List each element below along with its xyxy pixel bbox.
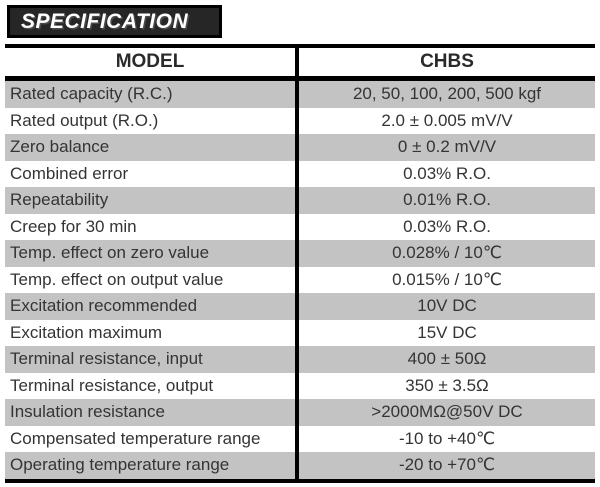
spec-label: Operating temperature range bbox=[10, 455, 230, 475]
spec-label: Compensated temperature range bbox=[10, 428, 261, 448]
page-title: SPECIFICATION bbox=[21, 9, 189, 33]
spec-label: Zero balance bbox=[10, 137, 110, 157]
specification-banner: SPECIFICATION bbox=[7, 5, 222, 38]
table-row-terminal-resistance-input: Terminal resistance, input 400 ± 50Ω bbox=[5, 346, 595, 373]
table-row-repeatability: Repeatability 0.01% R.O. bbox=[5, 187, 595, 214]
spec-value: >2000MΩ@50V DC bbox=[295, 399, 595, 426]
table-row-temp-effect-zero: Temp. effect on zero value 0.028% / 10℃ bbox=[5, 240, 595, 267]
spec-label: Creep for 30 min bbox=[10, 216, 137, 236]
table-row-terminal-resistance-output: Terminal resistance, output 350 ± 3.5Ω bbox=[5, 372, 595, 399]
spec-value: 20, 50, 100, 200, 500 kgf bbox=[295, 81, 595, 108]
spec-value: 400 ± 50Ω bbox=[295, 346, 595, 373]
table-row-insulation-resistance: Insulation resistance >2000MΩ@50V DC bbox=[5, 399, 595, 426]
spec-label: Rated capacity (R.C.) bbox=[10, 84, 173, 104]
spec-label: Terminal resistance, input bbox=[10, 349, 203, 369]
table-row-combined-error: Combined error 0.03% R.O. bbox=[5, 160, 595, 187]
table-row-excitation-recommended: Excitation recommended 10V DC bbox=[5, 293, 595, 320]
spec-value: 10V DC bbox=[295, 293, 595, 320]
table-row-zero-balance: Zero balance 0 ± 0.2 mV/V bbox=[5, 134, 595, 161]
chbs-column-header: CHBS bbox=[295, 48, 595, 76]
spec-label: Excitation maximum bbox=[10, 322, 163, 342]
table-body: Rated capacity (R.C.) 20, 50, 100, 200, … bbox=[5, 81, 595, 479]
spec-label: Combined error bbox=[10, 163, 129, 183]
table-row-creep: Creep for 30 min 0.03% R.O. bbox=[5, 213, 595, 240]
specification-table: MODEL CHBS Rated capacity (R.C.) 20, 50,… bbox=[5, 44, 595, 483]
spec-label: Insulation resistance bbox=[10, 402, 165, 422]
spec-value: 15V DC bbox=[295, 319, 595, 346]
spec-value: 350 ± 3.5Ω bbox=[295, 372, 595, 399]
table-row-rated-capacity: Rated capacity (R.C.) 20, 50, 100, 200, … bbox=[5, 81, 595, 108]
spec-value: -20 to +70℃ bbox=[295, 452, 595, 479]
table-row-excitation-maximum: Excitation maximum 15V DC bbox=[5, 319, 595, 346]
spec-label: Temp. effect on output value bbox=[10, 269, 224, 289]
table-header: MODEL CHBS bbox=[5, 48, 595, 81]
spec-label: Excitation recommended bbox=[10, 296, 198, 316]
spec-value: 0.03% R.O. bbox=[295, 160, 595, 187]
spec-value: 0.03% R.O. bbox=[295, 213, 595, 240]
spec-value: 0.015% / 10℃ bbox=[295, 266, 595, 293]
model-column-header: MODEL bbox=[115, 51, 185, 72]
spec-label: Repeatability bbox=[10, 190, 109, 210]
table-row-operating-temp-range: Operating temperature range -20 to +70℃ bbox=[5, 452, 595, 479]
header-row: MODEL CHBS bbox=[5, 48, 595, 76]
table-row-compensated-temp-range: Compensated temperature range -10 to +40… bbox=[5, 425, 595, 452]
spec-label: Rated output (R.O.) bbox=[10, 110, 159, 130]
spec-value: 0 ± 0.2 mV/V bbox=[295, 134, 595, 161]
spec-label: Terminal resistance, output bbox=[10, 375, 214, 395]
spec-value: 2.0 ± 0.005 mV/V bbox=[295, 107, 595, 134]
spec-value: 0.028% / 10℃ bbox=[295, 240, 595, 267]
spec-value: 0.01% R.O. bbox=[295, 187, 595, 214]
spec-value: -10 to +40℃ bbox=[295, 425, 595, 452]
table-row-temp-effect-output: Temp. effect on output value 0.015% / 10… bbox=[5, 266, 595, 293]
table-row-rated-output: Rated output (R.O.) 2.0 ± 0.005 mV/V bbox=[5, 107, 595, 134]
spec-label: Temp. effect on zero value bbox=[10, 243, 210, 263]
